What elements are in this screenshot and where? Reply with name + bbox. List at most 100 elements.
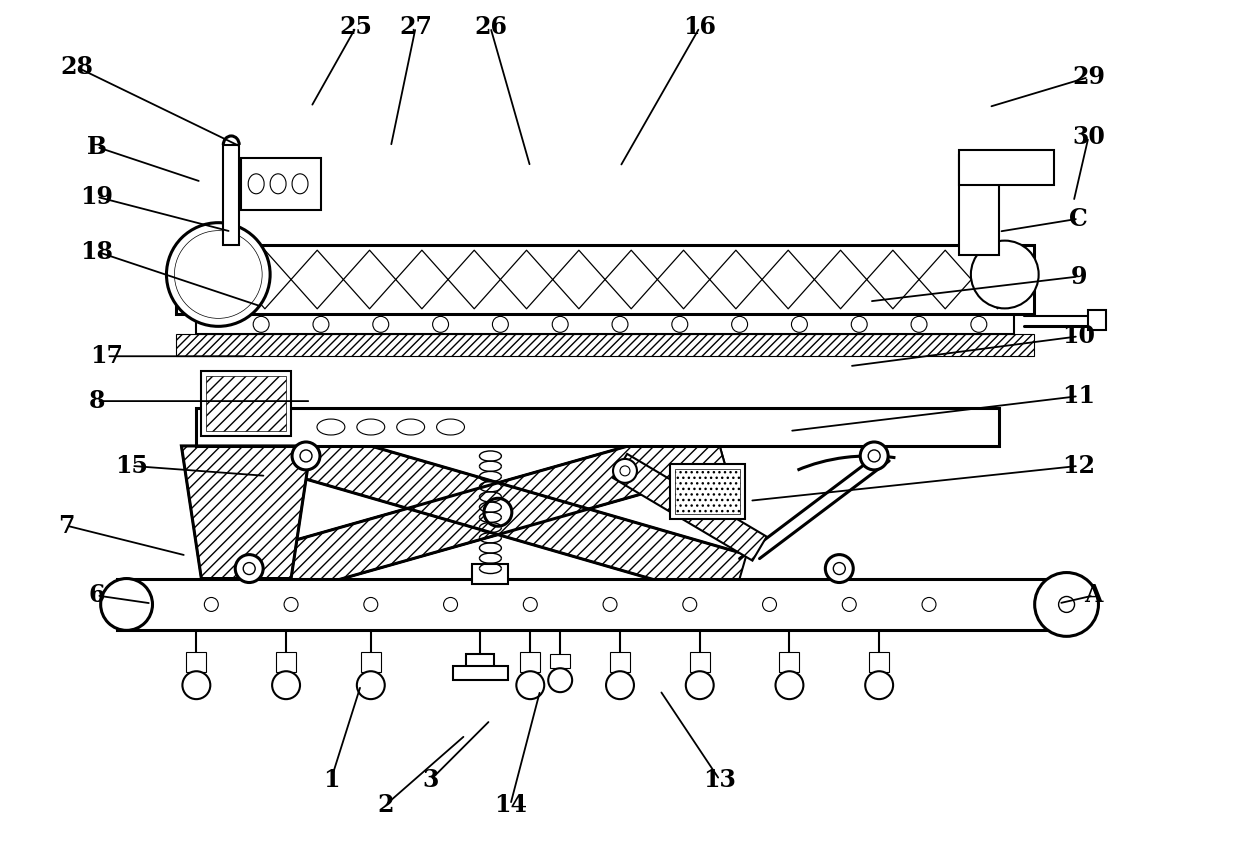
Circle shape [672, 316, 688, 333]
Circle shape [826, 554, 853, 583]
Bar [959, 155, 998, 255]
Bar [186, 652, 206, 672]
Text: 13: 13 [703, 768, 737, 792]
Circle shape [205, 598, 218, 611]
Circle shape [236, 554, 263, 583]
Text: 27: 27 [399, 16, 433, 39]
Circle shape [444, 598, 458, 611]
Circle shape [243, 563, 255, 574]
Bar [551, 655, 570, 669]
Bar [453, 666, 508, 680]
Circle shape [548, 669, 572, 692]
Bar [176, 334, 1034, 356]
Text: 10: 10 [1061, 324, 1095, 348]
Text: 6: 6 [88, 584, 105, 607]
Text: 7: 7 [58, 514, 76, 538]
Circle shape [433, 316, 449, 333]
Polygon shape [244, 422, 727, 603]
Bar [196, 314, 1014, 334]
Bar [521, 652, 541, 672]
Circle shape [523, 598, 537, 611]
Polygon shape [274, 422, 746, 603]
Bar [959, 150, 1054, 184]
Bar [610, 652, 630, 672]
Circle shape [606, 671, 634, 699]
Circle shape [686, 671, 714, 699]
Circle shape [1034, 572, 1099, 637]
Circle shape [373, 316, 389, 333]
Bar [675, 469, 739, 514]
Bar [466, 655, 495, 669]
Circle shape [312, 316, 329, 333]
Text: 8: 8 [88, 389, 105, 413]
Circle shape [175, 230, 262, 319]
Text: 19: 19 [81, 184, 113, 209]
Circle shape [971, 241, 1039, 308]
Circle shape [166, 223, 270, 326]
Circle shape [971, 316, 987, 333]
Text: 2: 2 [377, 792, 394, 817]
Bar [1089, 310, 1106, 330]
Bar [201, 372, 291, 436]
Text: 16: 16 [683, 16, 717, 39]
Polygon shape [181, 446, 311, 578]
Text: 14: 14 [494, 792, 527, 817]
Circle shape [613, 316, 627, 333]
Text: 15: 15 [115, 454, 148, 478]
Circle shape [100, 578, 153, 630]
Text: B: B [87, 135, 107, 159]
Bar [689, 652, 709, 672]
Circle shape [842, 598, 857, 611]
Bar [670, 464, 744, 519]
Bar [176, 244, 1034, 314]
Bar [472, 564, 508, 584]
Circle shape [182, 671, 211, 699]
Text: 17: 17 [91, 345, 123, 368]
Text: 3: 3 [423, 768, 439, 792]
Circle shape [732, 316, 748, 333]
Circle shape [492, 316, 508, 333]
Circle shape [516, 671, 544, 699]
Bar [869, 652, 889, 672]
Text: 28: 28 [61, 55, 93, 79]
Text: 1: 1 [322, 768, 340, 792]
Bar [277, 652, 296, 672]
Circle shape [923, 598, 936, 611]
Circle shape [293, 442, 320, 470]
Circle shape [683, 598, 697, 611]
Bar [780, 652, 800, 672]
Text: 29: 29 [1073, 65, 1105, 89]
Circle shape [603, 598, 618, 611]
Circle shape [272, 671, 300, 699]
Circle shape [620, 466, 630, 475]
Bar [361, 652, 381, 672]
Circle shape [868, 450, 880, 462]
Text: 12: 12 [1061, 454, 1095, 478]
Circle shape [253, 316, 269, 333]
Polygon shape [244, 422, 727, 603]
Text: 11: 11 [1061, 385, 1095, 408]
Circle shape [300, 450, 312, 462]
Text: C: C [1069, 207, 1087, 230]
Circle shape [1059, 597, 1075, 612]
Bar [206, 376, 286, 431]
Circle shape [851, 316, 867, 333]
Bar [242, 158, 321, 210]
Circle shape [911, 316, 928, 333]
Circle shape [552, 316, 568, 333]
Text: 9: 9 [1070, 264, 1086, 288]
Circle shape [791, 316, 807, 333]
Text: 26: 26 [474, 16, 507, 39]
Circle shape [357, 671, 384, 699]
Bar [223, 145, 239, 244]
Circle shape [484, 498, 512, 527]
Circle shape [363, 598, 378, 611]
Circle shape [763, 598, 776, 611]
Circle shape [833, 563, 846, 574]
Circle shape [866, 671, 893, 699]
Bar [117, 578, 1059, 630]
Bar [196, 408, 998, 446]
Polygon shape [613, 454, 766, 560]
Circle shape [284, 598, 298, 611]
Text: 30: 30 [1073, 125, 1105, 149]
